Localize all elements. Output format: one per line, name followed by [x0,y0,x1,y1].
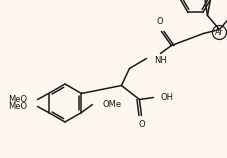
Text: MeO: MeO [8,95,27,104]
Text: O: O [156,18,163,27]
Text: OMe: OMe [102,100,122,109]
Text: O: O [138,121,145,130]
Text: Ar: Ar [215,28,224,37]
Text: NH: NH [154,56,167,65]
Text: MeO: MeO [8,102,27,111]
Text: OH: OH [160,93,173,102]
